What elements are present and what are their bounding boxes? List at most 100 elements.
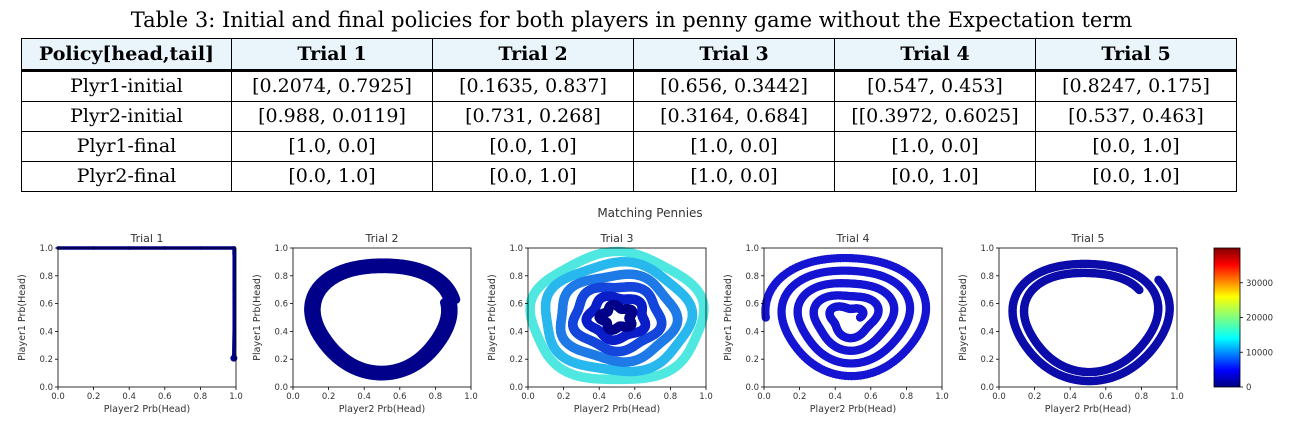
table-cell: [[0.3972, 0.6025]: [834, 101, 1036, 132]
x-tick-label: 1.0: [935, 392, 949, 402]
plot-frame: [527, 247, 707, 388]
x-tick-label: 1.0: [1170, 392, 1184, 402]
row-label: Plyr2-final: [21, 161, 232, 192]
header-trial-1: Trial 1: [231, 38, 433, 71]
y-tick-label: 1.0: [39, 244, 53, 254]
subplot-title: Trial 2: [365, 232, 399, 245]
table-row: Plyr1-final [1.0, 0.0] [0.0, 1.0] [1.0, …: [21, 131, 1237, 162]
data-point: [439, 298, 449, 307]
x-axis-label: Player2 Prb(Head): [574, 404, 660, 415]
table-cell: [0.1635, 0.837]: [432, 70, 634, 102]
table-header-row: Policy[head,tail] Trial 1 Trial 2 Trial …: [21, 38, 1237, 71]
y-tick-label: 0.0: [980, 383, 994, 393]
table-cell: [0.731, 0.268]: [432, 101, 634, 132]
row-label: Plyr1-initial: [21, 70, 232, 102]
y-tick-label: 0.2: [509, 355, 523, 365]
matching-pennies-figure: Matching Pennies Trial 10.00.00.20.20.40…: [17, 206, 1273, 415]
y-tick-label: 0.2: [274, 355, 288, 365]
header-trial-3: Trial 3: [633, 38, 835, 71]
y-tick-label: 0.0: [745, 383, 759, 393]
trajectory-points: [56, 246, 238, 362]
x-tick-label: 0.8: [429, 392, 443, 402]
x-tick-label: 0.4: [592, 392, 606, 402]
y-tick-label: 0.2: [39, 355, 53, 365]
y-tick-label: 0.2: [745, 355, 759, 365]
table-caption: Table 3: Initial and final policies for …: [130, 8, 1133, 32]
subplot-trial-1: Trial 1 0.00.0 0.2 0.2 0.4 0.4 0.6 0.6 0.8 0.8 1.0…: [17, 232, 243, 415]
plot-frame: [57, 247, 237, 388]
subplot-title: Trial 1: [130, 232, 164, 245]
table-cell: [0.547, 0.453]: [834, 70, 1036, 102]
colorbar: 0 10000 20000 30000: [1213, 247, 1273, 393]
data-point: [761, 313, 770, 322]
y-axis-label: Player1 Prb(Head): [487, 274, 498, 360]
subplot-title: Trial 3: [600, 232, 634, 245]
row-label: Plyr1-final: [21, 131, 232, 162]
plot-frame: [292, 247, 472, 388]
x-tick-label: 1.0: [464, 392, 478, 402]
colorbar-tick-label: 0: [1246, 383, 1251, 393]
x-tick-label: 0.6: [628, 392, 642, 402]
row-label: Plyr2-initial: [21, 101, 232, 132]
table-cell: [0.0, 1.0]: [432, 131, 634, 162]
x-tick-label: 0.0: [757, 392, 771, 402]
y-axis-label: Player1 Prb(Head): [958, 274, 969, 360]
colorbar-tick-label: 30000: [1246, 279, 1273, 289]
x-tick-label: 0.2: [793, 392, 807, 402]
y-tick-label: 0.4: [745, 327, 759, 337]
y-tick-label: 0.4: [39, 327, 53, 337]
x-tick-label: 0.4: [1063, 392, 1077, 402]
y-tick-label: 0.8: [745, 272, 759, 282]
table-row: Plyr2-final [0.0, 1.0] [0.0, 1.0] [1.0, …: [21, 161, 1237, 192]
x-tick-label: 0.0: [992, 392, 1006, 402]
table-cell: [0.656, 0.3442]: [633, 70, 835, 102]
y-tick-label: 0.6: [274, 300, 288, 310]
y-tick-label: 0.6: [745, 300, 759, 310]
x-axis-label: Player2 Prb(Head): [810, 404, 896, 415]
data-point: [672, 312, 683, 323]
y-tick-label: 0.6: [509, 300, 523, 310]
table-cell: [1.0, 0.0]: [633, 131, 835, 162]
header-trial-5: Trial 5: [1035, 38, 1237, 71]
table-cell: [0.0, 1.0]: [1035, 161, 1237, 192]
data-point: [698, 312, 708, 323]
x-axis-label: Player2 Prb(Head): [1045, 404, 1131, 415]
data-point: [1154, 275, 1163, 285]
colorbar-tick-label: 10000: [1246, 348, 1273, 358]
y-tick-label: 0.8: [980, 272, 994, 282]
table-cell: [1.0, 0.0]: [834, 131, 1036, 162]
x-tick-label: 1.0: [229, 392, 243, 402]
colorbar-gradient: [1213, 247, 1241, 388]
table-cell: [0.0, 1.0]: [834, 161, 1036, 192]
x-tick-label: 0.8: [900, 392, 914, 402]
table-cell: [0.8247, 0.175]: [1035, 70, 1237, 102]
y-tick-label: 0.6: [39, 300, 53, 310]
data-point: [655, 312, 666, 323]
x-tick-label: 0.6: [158, 392, 172, 402]
trajectory-points: [761, 253, 931, 381]
x-tick-label: 0.4: [122, 392, 136, 402]
x-tick-label: 0.0: [51, 392, 65, 402]
figure-suptitle: Matching Pennies: [597, 206, 702, 220]
y-tick-label: 0.0: [509, 383, 523, 393]
subplot-trial-2: Trial 2 0.00.0 0.2 0.2 0.4 0.4 0.6 0.6 0.8 0.8 1.0…: [252, 232, 478, 415]
subplot-trial-4: Trial 4 0.00.0 0.2 0.2 0.4 0.4 0.6 0.6 0.8 0.8 1.0…: [723, 232, 949, 415]
y-tick-label: 1.0: [980, 244, 994, 254]
header-trial-2: Trial 2: [432, 38, 634, 71]
plot-frame: [998, 247, 1178, 388]
policy-table: Policy[head,tail] Trial 1 Trial 2 Trial …: [21, 38, 1237, 192]
table-row: Plyr1-initial [0.2074, 0.7925] [0.1635, …: [21, 70, 1237, 102]
y-tick-label: 0.4: [980, 327, 994, 337]
y-tick-label: 0.6: [980, 300, 994, 310]
table-cell: [0.2074, 0.7925]: [231, 70, 433, 102]
data-point: [638, 312, 648, 323]
x-axis-label: Player2 Prb(Head): [339, 404, 425, 415]
subplot-title: Trial 4: [836, 232, 870, 245]
x-tick-label: 0.2: [557, 392, 571, 402]
x-tick-label: 0.6: [393, 392, 407, 402]
x-tick-label: 0.2: [1028, 392, 1042, 402]
data-point: [687, 312, 698, 323]
y-tick-label: 0.2: [980, 355, 994, 365]
y-tick-label: 0.4: [274, 327, 288, 337]
table-cell: [1.0, 0.0]: [231, 131, 433, 162]
